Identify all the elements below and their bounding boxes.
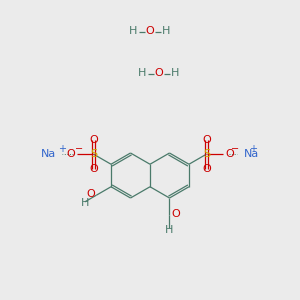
Text: O: O bbox=[146, 26, 154, 37]
Text: H: H bbox=[171, 68, 180, 79]
Text: O: O bbox=[202, 134, 211, 145]
Text: +: + bbox=[58, 144, 66, 154]
Text: H: H bbox=[162, 26, 171, 37]
Text: O: O bbox=[86, 189, 95, 199]
Text: H: H bbox=[129, 26, 138, 37]
Text: H: H bbox=[138, 68, 147, 79]
Text: +: + bbox=[249, 144, 257, 154]
Text: O: O bbox=[225, 149, 234, 159]
Text: O: O bbox=[89, 164, 98, 174]
Text: −: − bbox=[231, 144, 239, 154]
Text: Na: Na bbox=[244, 149, 259, 159]
Text: S: S bbox=[90, 149, 97, 159]
Text: O: O bbox=[202, 164, 211, 174]
Text: S: S bbox=[203, 149, 210, 159]
Text: O: O bbox=[171, 209, 180, 219]
Text: O: O bbox=[89, 134, 98, 145]
Text: H: H bbox=[165, 225, 174, 235]
Text: O: O bbox=[154, 68, 164, 79]
Text: −: − bbox=[75, 144, 83, 154]
Text: H: H bbox=[80, 198, 89, 208]
Text: Na: Na bbox=[41, 149, 56, 159]
Text: O: O bbox=[66, 149, 75, 159]
